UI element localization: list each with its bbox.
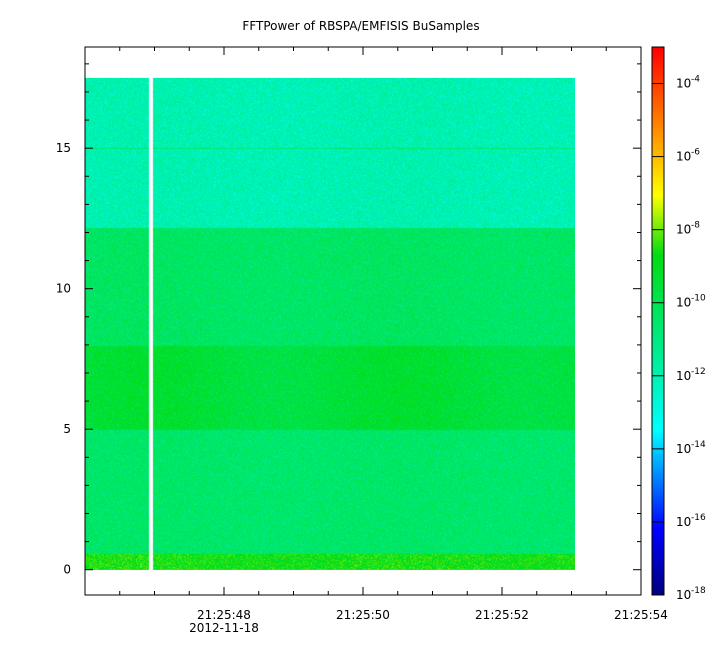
colorbar-tick-base: 10 <box>676 442 691 456</box>
colorbar-tick-exponent: -8 <box>691 221 700 231</box>
colorbar-tick-base: 10 <box>676 296 691 310</box>
heatmap-image <box>85 77 575 570</box>
colorbar-tick-exponent: -12 <box>691 367 706 377</box>
colorbar-tick-exponent: -18 <box>691 586 706 596</box>
colorbar-tick-base: 10 <box>676 369 691 383</box>
colorbar-gradient <box>652 47 664 595</box>
y-axis: 0 5 10 15 <box>56 63 641 577</box>
colorbar-tick-exponent: -10 <box>691 294 706 304</box>
colorbar-tick-base: 10 <box>676 515 691 529</box>
chart-title: FFTPower of RBSPA/EMFISIS BuSamples <box>242 19 479 33</box>
colorbar-tick-base: 10 <box>676 588 691 602</box>
x-date-label: 2012-11-18 <box>189 621 259 635</box>
y-tick-label: 15 <box>56 141 71 155</box>
x-tick-label: 21:25:54 <box>614 608 668 622</box>
x-tick-label: 21:25:50 <box>336 608 390 622</box>
colorbar-tick-base: 10 <box>676 150 691 164</box>
colorbar-tick-exponent: -16 <box>691 513 706 523</box>
y-tick-label: 0 <box>63 563 71 577</box>
y-tick-label: 10 <box>56 282 71 296</box>
x-tick-label: 21:25:52 <box>475 608 529 622</box>
y-tick-label: 5 <box>63 422 71 436</box>
colorbar-tick-exponent: -6 <box>691 148 700 158</box>
colorbar-tick-exponent: -14 <box>691 440 706 450</box>
colorbar-tick-exponent: -4 <box>691 75 700 85</box>
x-tick-label: 21:25:48 <box>197 608 251 622</box>
colorbar-tick-base: 10 <box>676 223 691 237</box>
colorbar-tick-base: 10 <box>676 77 691 91</box>
heatmap-layer <box>85 77 575 570</box>
